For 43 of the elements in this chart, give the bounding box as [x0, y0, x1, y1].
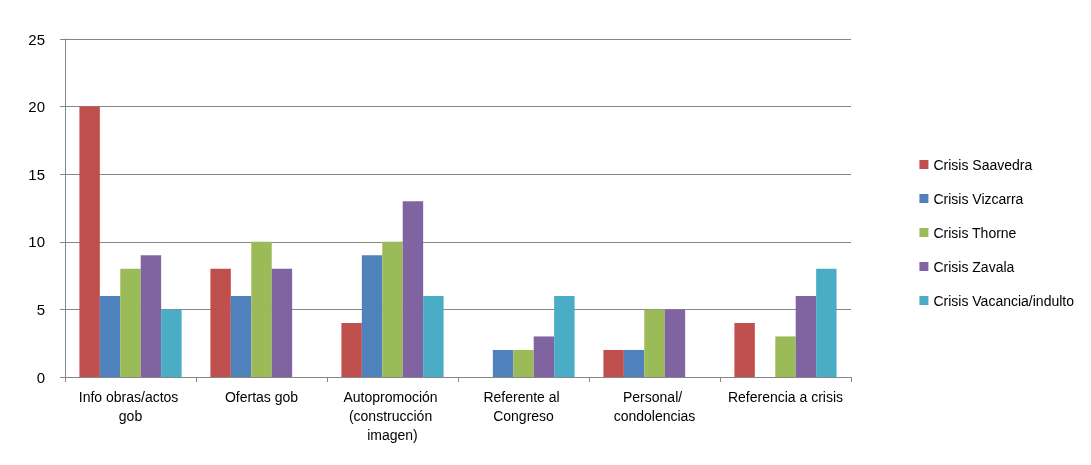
bar — [623, 349, 645, 377]
bar — [816, 268, 837, 377]
bar — [251, 241, 272, 377]
bar — [79, 106, 100, 377]
x-tick-label: Referencia a crisis — [727, 388, 844, 405]
bar — [795, 295, 817, 377]
y-tick-label: 15 — [28, 165, 45, 183]
bar — [533, 336, 555, 377]
bar — [382, 241, 403, 377]
legend-label: Crisis Thorne — [933, 224, 1017, 241]
bar — [120, 268, 141, 377]
x-tick-label: Info obras/actos gob — [78, 388, 183, 424]
legend-label: Crisis Zavala — [933, 258, 1015, 275]
bar — [271, 268, 293, 377]
bar — [140, 255, 162, 377]
bar — [644, 309, 665, 377]
y-tick-label: 0 — [36, 368, 45, 386]
bar — [99, 295, 121, 377]
y-tick-label: 5 — [36, 300, 45, 318]
bar — [402, 201, 424, 377]
legend-label: Crisis Vacancia/indulto — [933, 292, 1075, 309]
bar — [734, 322, 755, 377]
bar — [492, 349, 514, 377]
bar — [423, 295, 444, 377]
legend-label: Crisis Vizcarra — [933, 190, 1024, 207]
bar — [230, 295, 252, 377]
bar — [361, 255, 383, 377]
y-tick-label: 10 — [28, 233, 45, 251]
bar — [554, 295, 575, 377]
x-tick-label: Personal/ condolencias — [613, 388, 696, 424]
bar — [341, 322, 362, 377]
legend-label: Crisis Saavedra — [933, 156, 1033, 173]
x-tick-label: Autopromoción (construcción imagen) — [343, 388, 442, 443]
bar — [664, 309, 686, 377]
bar — [513, 349, 534, 377]
bar — [603, 349, 624, 377]
y-tick-label: 20 — [28, 98, 45, 116]
bar — [161, 309, 182, 377]
y-tick-label: 25 — [28, 30, 45, 48]
x-tick-label: Ofertas gob — [224, 388, 299, 405]
x-tick-label: Referente al Congreso — [483, 388, 564, 424]
bar — [210, 268, 231, 377]
bar — [775, 336, 796, 377]
